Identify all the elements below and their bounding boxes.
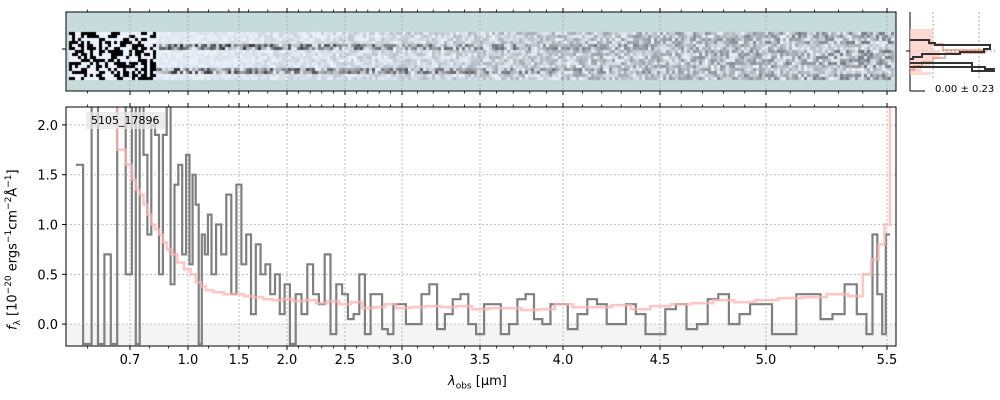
x-tick-label: 4.0 [553,353,574,368]
main-plot-frame [65,106,897,347]
2d-spectrum-image [66,12,896,91]
x-tick-label: 1.5 [229,353,250,368]
y-tick-label: 0.5 [37,268,58,283]
y-tick-label: 1.0 [37,219,58,234]
x-tick-label: 2.5 [335,353,356,368]
y-tick-label: 0.0 [37,318,58,333]
x-tick-label: 5.5 [877,353,898,368]
object-id-label: 5105_17896 [86,112,165,129]
y-axis-label: fλ [10−20 ergs−1cm−2Å−1] [4,169,23,330]
plot-series [75,107,892,346]
y-tick-label: 1.5 [37,169,58,184]
x-tick-label: 1.0 [178,353,199,368]
x-tick-label: 0.7 [120,353,141,368]
x-tick-label: 5.0 [756,353,777,368]
x-tick-label: 3.0 [392,353,413,368]
x-tick-label: 2.0 [277,353,298,368]
model-spectrum-line [115,107,892,312]
x-tick-label: 4.5 [650,353,671,368]
spectrum-2d-frame [65,11,897,92]
side-panel-label: 0.00 ± 0.23 [935,84,995,95]
y-tick-label: 2.0 [37,119,58,134]
x-axis-label: λobs [μm] [448,374,507,392]
x-tick-label: 3.5 [470,353,491,368]
observed-spectrum-line [75,107,890,346]
side-panel-data-hist [910,39,995,72]
